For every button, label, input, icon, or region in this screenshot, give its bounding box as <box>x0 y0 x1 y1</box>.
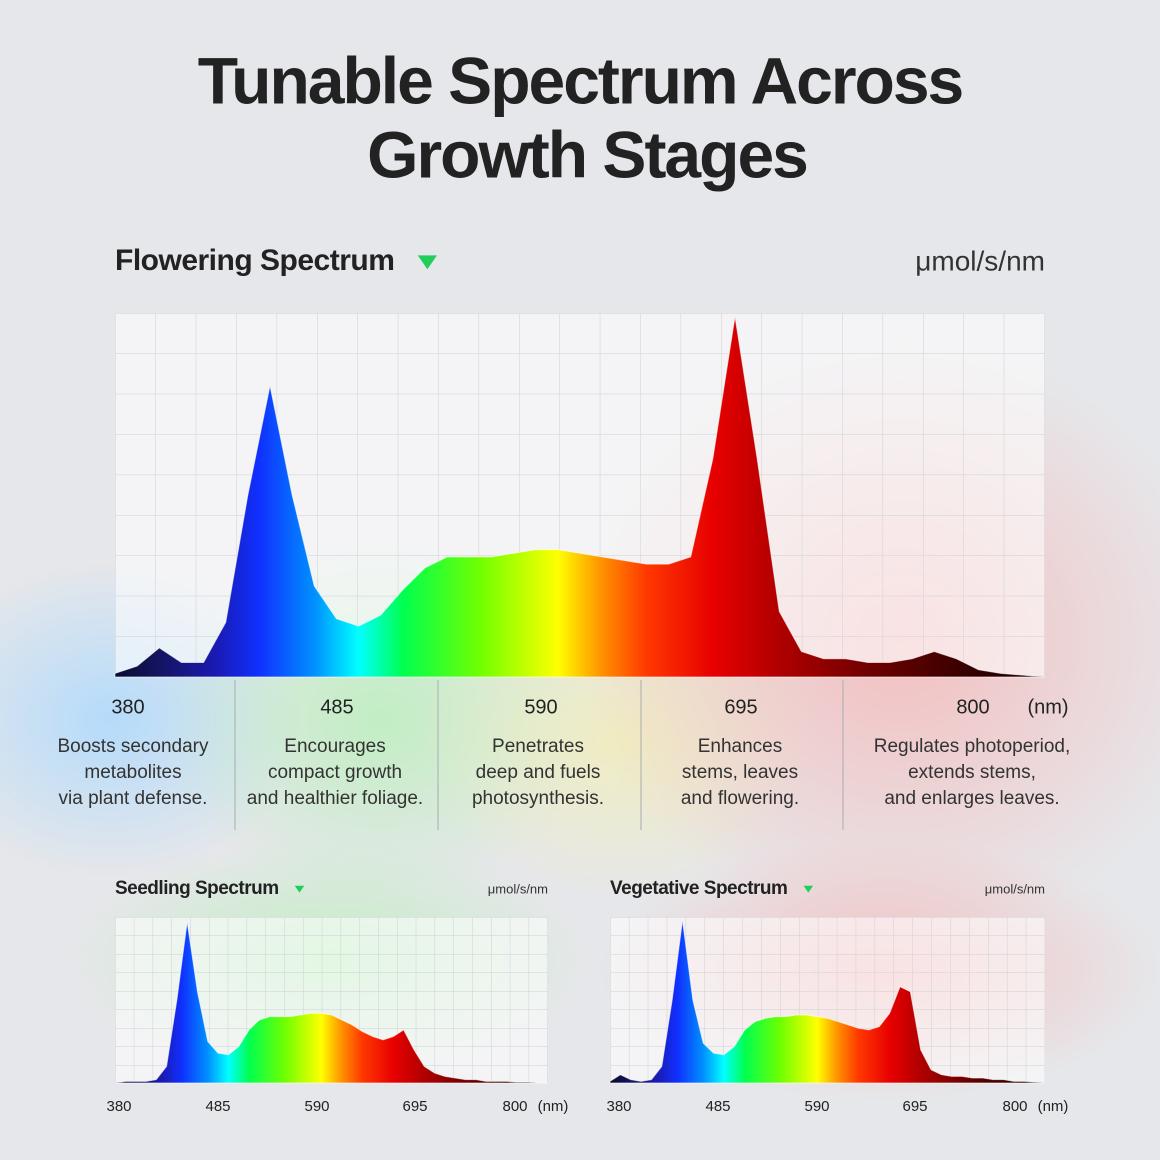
unit-label: μmol/s/nm <box>985 881 1045 896</box>
x-tick-label: 380 <box>106 1098 131 1115</box>
x-tick-label: 380 <box>111 696 144 718</box>
chart-title: Flowering Spectrum <box>115 244 394 277</box>
annotation: and healthier foliage. <box>247 788 423 809</box>
x-axis-label: (nm) <box>1038 1098 1069 1115</box>
x-tick-label: 695 <box>724 696 757 718</box>
x-tick-label: 380 <box>606 1098 631 1115</box>
dropdown-arrow <box>417 255 437 270</box>
x-tick-label: 590 <box>804 1098 829 1115</box>
annotation: stems, leaves <box>682 762 798 783</box>
dropdown-arrow <box>294 885 305 893</box>
x-tick-label: 590 <box>304 1098 329 1115</box>
annotation: Penetrates <box>492 736 584 757</box>
annotation: Enhances <box>698 736 783 757</box>
annotation: and enlarges leaves. <box>884 788 1059 809</box>
x-tick-label: 590 <box>524 696 557 718</box>
chart-title: Seedling Spectrum <box>115 878 279 899</box>
x-tick-label: 485 <box>320 696 353 718</box>
spectrum-area <box>609 920 1046 1084</box>
annotation: compact growth <box>268 762 402 783</box>
annotation: Regulates photoperiod, <box>874 736 1070 757</box>
x-tick-label: 485 <box>205 1098 230 1115</box>
x-tick-label: 695 <box>402 1098 427 1115</box>
annotation: extends stems, <box>908 762 1036 783</box>
unit-label: μmol/s/nm <box>488 881 548 896</box>
x-tick-label: 695 <box>902 1098 927 1115</box>
annotation: and flowering. <box>681 788 799 809</box>
x-axis-label: (nm) <box>1027 696 1068 718</box>
page-title: Tunable Spectrum Across <box>198 43 963 117</box>
page-title: Growth Stages <box>367 117 807 191</box>
chart-title: Vegetative Spectrum <box>610 878 787 899</box>
dropdown-arrow <box>803 885 814 893</box>
annotation: metabolites <box>84 762 181 783</box>
annotation: photosynthesis. <box>472 788 604 809</box>
column-dividers <box>234 680 844 830</box>
spectrum-area <box>114 921 548 1084</box>
annotation: Boosts secondary <box>57 736 209 757</box>
spectrum-area <box>114 316 1046 678</box>
x-tick-label: 800 <box>956 696 989 718</box>
x-tick-label: 800 <box>502 1098 527 1115</box>
annotation: via plant defense. <box>59 788 208 809</box>
x-tick-label: 485 <box>705 1098 730 1115</box>
annotation: deep and fuels <box>476 762 601 783</box>
x-axis-label: (nm) <box>538 1098 569 1115</box>
unit-label: μmol/s/nm <box>915 245 1045 276</box>
annotation: Encourages <box>284 736 385 757</box>
x-tick-label: 800 <box>1002 1098 1027 1115</box>
